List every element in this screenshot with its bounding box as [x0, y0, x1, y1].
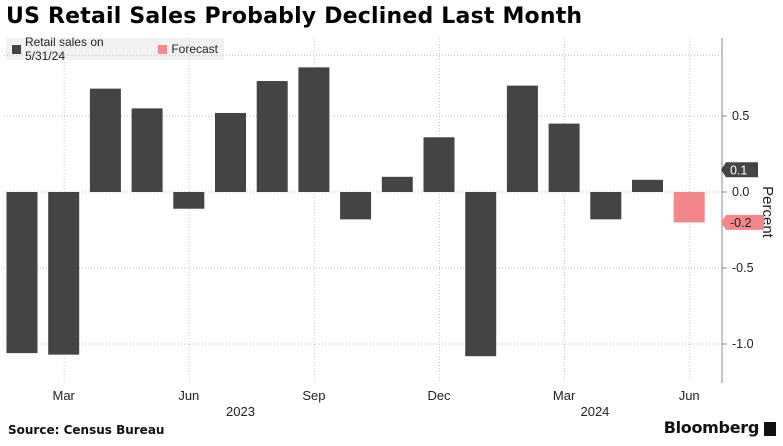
bar-actual [506, 85, 538, 192]
x-year-label: 2023 [226, 404, 255, 419]
bar-actual [340, 192, 372, 220]
bar-actual [173, 192, 205, 209]
axis-layer: -1.0 -0.5 0.0 0.5 Mar Jun Sep Dec Mar Jun 2023 2024… [53, 38, 776, 419]
bar-actual [6, 192, 38, 354]
bar-actual [298, 67, 330, 192]
source-note: Source: Census Bureau [8, 423, 165, 437]
y-tick-label: -1.0 [732, 337, 754, 351]
x-tick-label: Mar [553, 388, 576, 403]
bar-actual [423, 137, 455, 192]
legend-swatch-forecast [158, 44, 168, 54]
legend-label-forecast: Forecast [171, 42, 218, 56]
chart-title: US Retail Sales Probably Declined Last M… [6, 4, 583, 29]
bar-actual [465, 192, 497, 357]
x-tick-label: Sep [302, 388, 325, 403]
bloomberg-mark-icon [764, 422, 776, 436]
bar-forecast [673, 192, 705, 223]
x-tick-label: Jun [178, 388, 199, 403]
value-callout-forecast [721, 214, 764, 230]
x-tick-label: Jun [679, 388, 700, 403]
bars-layer [6, 67, 705, 357]
bar-actual [89, 88, 121, 192]
brand-logo-text: Bloomberg [663, 418, 760, 437]
bar-actual [381, 176, 413, 192]
bar-actual [256, 81, 288, 192]
bar-actual [48, 192, 80, 355]
bar-actual [131, 108, 163, 192]
bar-actual [632, 179, 663, 192]
bar-actual [590, 192, 622, 220]
legend-swatch-actual [12, 44, 21, 54]
x-year-label: 2024 [580, 404, 609, 419]
value-callout-label: -0.2 [730, 216, 752, 230]
y-tick-label: 0.5 [732, 109, 749, 123]
y-axis-title: Percent [759, 186, 776, 239]
y-tick-label: -0.5 [732, 261, 754, 275]
value-callout-actual [721, 162, 758, 178]
bar-actual [548, 123, 580, 192]
value-callout-label: 0.1 [730, 163, 747, 177]
legend-item-forecast: Forecast [158, 42, 218, 56]
y-tick-label: 0.0 [732, 185, 749, 199]
x-tick-label: Dec [427, 388, 451, 403]
x-tick-label: Mar [53, 388, 76, 403]
bar-actual [215, 112, 246, 192]
